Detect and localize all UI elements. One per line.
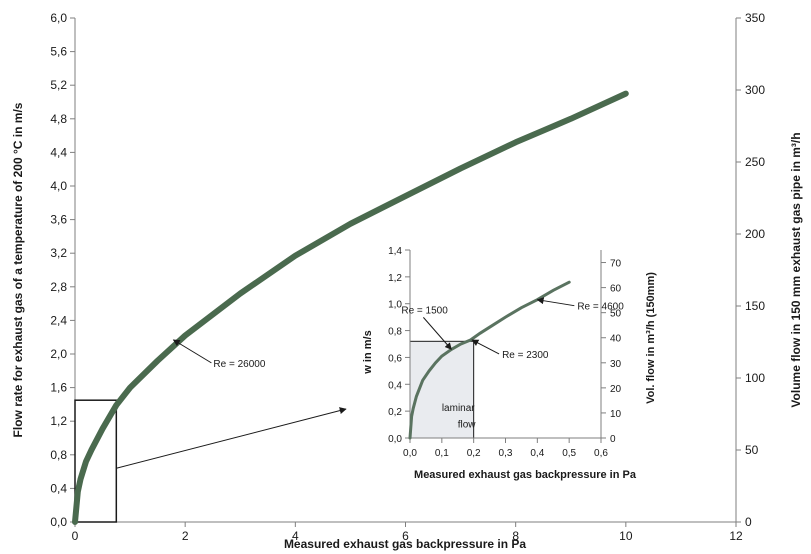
main-x-tick-label: 6 [402,529,409,543]
inset-y2-tick-label: 30 [610,359,622,370]
inset-x-tick-label: 0,2 [467,448,481,459]
inset-y2-tick-label: 50 [610,309,622,320]
inset-y-tick-label: 1,0 [388,300,402,311]
main-y-tick-label: 0,8 [50,448,67,462]
inset-chart: 0,0 0,1 0,2 0,3 0,4 0,5 0,6 0,0 0,2 0,4 0,6 0,8 1,0… [362,246,657,481]
main-chart: 0 2 4 6 8 10 12 0,0 0,4 0,8 1,2 1,6 2,0 2,4 2,8 3,2 3,6… [11,11,803,551]
inset-y-tick-label: 0,6 [388,353,402,364]
main-y2-tick-label: 200 [745,227,765,241]
main-series-line [72,90,629,525]
inset-y-tick-label: 1,4 [388,246,402,257]
inset-y-axis-label: w in m/s [362,330,374,374]
main-y-tick-label: 3,6 [50,213,67,227]
main-y2-tick-label: 350 [745,11,765,25]
inset-y-tick-label: 0,8 [388,327,402,338]
inset-y2-tick-label: 40 [610,334,622,345]
inset-y-tick-label: 0,2 [388,407,402,418]
main-y-tick-label: 3,2 [50,246,67,260]
inset-annotation-label: laminar [442,403,475,414]
main-x-axis-label: Measured exhaust gas backpressure in Pa [284,537,526,551]
inset-x-tick-label: 0,5 [562,448,576,459]
inset-y2-axis-label: Vol. flow in m³/h (150mm) [645,272,657,404]
inset-y2-tick-label: 20 [610,384,622,395]
inset-x-axis-label: Measured exhaust gas backpressure in Pa [414,469,637,481]
inset-x-tick-label: 0,1 [435,448,449,459]
main-y2-tick-label: 100 [745,371,765,385]
main-x-tick-label: 10 [619,529,633,543]
inset-annotation-arrow [423,317,452,350]
main-x-tick-label: 8 [512,529,519,543]
inset-y2-tick-label: 0 [610,434,616,445]
main-y-axis-label: Flow rate for exhaust gas of a temperatu… [11,102,25,437]
inset-series-line [408,280,571,440]
main-y2-tick-label: 0 [745,515,752,529]
inset-annotation-label: Re = 1500 [401,305,448,316]
main-x-tick-label: 4 [292,529,299,543]
zoom-connector-arrow [116,407,347,469]
main-y-tick-label: 2,8 [50,280,67,294]
inset-x-tick-label: 0,6 [594,448,608,459]
main-x-tick-label: 2 [182,529,189,543]
main-y-tick-label: 0,4 [50,481,67,495]
inset-annotation-arrow [536,297,575,307]
inset-x-tick-label: 0,0 [403,448,417,459]
main-y-tick-label: 5,6 [50,45,67,59]
main-y2-tick-label: 150 [745,299,765,313]
inset-y-tick-label: 1,2 [388,273,402,284]
main-y-tick-label: 2,4 [50,313,67,327]
main-y-tick-label: 6,0 [50,11,67,25]
inset-x-tick-label: 0,3 [499,448,513,459]
main-y-tick-label: 2,0 [50,347,67,361]
main-x-tick-label: 0 [72,529,79,543]
main-y-tick-label: 4,0 [50,179,67,193]
inset-x-tick-label: 0,4 [530,448,544,459]
inset-annotation-arrow [471,339,500,355]
inset-annotation-label: flow [458,419,477,430]
main-annotation-arrow [172,339,212,364]
main-y2-tick-label: 300 [745,83,765,97]
main-y-tick-label: 1,2 [50,414,67,428]
inset-annotation-label: Re = 4600 [577,302,624,313]
inset-y2-tick-label: 70 [610,259,622,270]
zoom-highlight-box [74,399,118,523]
main-y-tick-label: 1,6 [50,381,67,395]
main-y2-tick-label: 250 [745,155,765,169]
main-x-tick-label: 12 [729,529,743,543]
inset-y2-tick-label: 10 [610,409,622,420]
main-y2-axis-label: Volume flow in 150 mm exhaust gas pipe i… [789,132,803,407]
inset-annotation-label: Re = 2300 [502,350,549,361]
main-y-tick-label: 4,8 [50,112,67,126]
main-y-tick-label: 5,2 [50,78,67,92]
main-annotation-label: Re = 26000 [213,359,265,370]
inset-y2-tick-label: 60 [610,284,622,295]
main-y-tick-label: 4,4 [50,145,67,159]
main-y-tick-label: 0,0 [50,515,67,529]
main-y2-tick-label: 50 [745,443,759,457]
inset-y-tick-label: 0,4 [388,380,402,391]
inset-y-tick-label: 0,0 [388,434,402,445]
